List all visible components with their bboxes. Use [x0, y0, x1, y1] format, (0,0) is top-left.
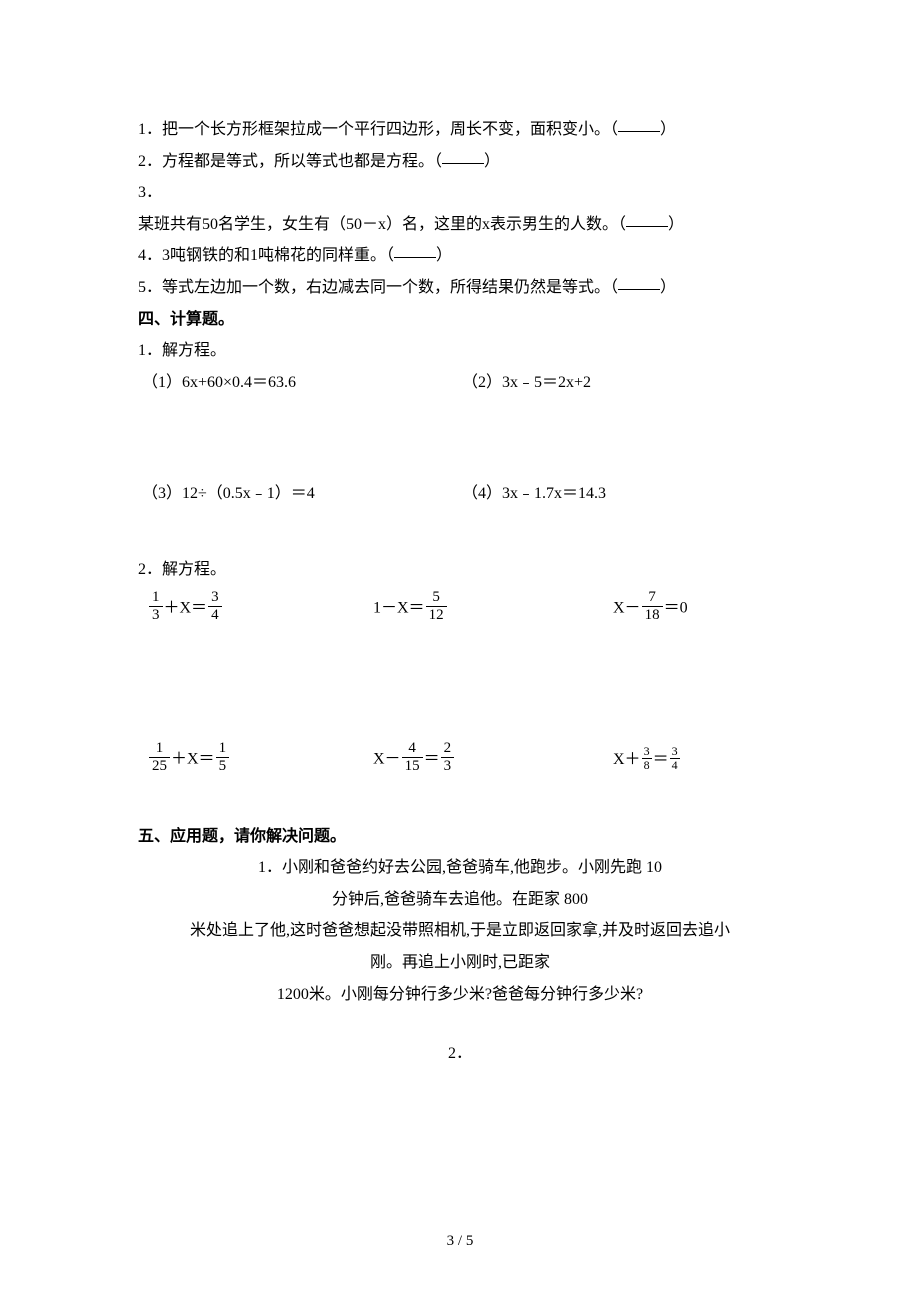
n: 3 — [670, 745, 680, 759]
d: 4 — [670, 759, 680, 772]
q2-text: 2．方程都是等式，所以等式也都是方程。（ — [138, 153, 442, 170]
sec5-l4: 刚。再追上小刚时,已距家 — [138, 948, 782, 978]
q1-blank[interactable] — [618, 118, 660, 132]
q5-text: 5．等式左边加一个数，右边减去同一个数，所得结果仍然是等式。（ — [138, 279, 618, 296]
gap-4 — [138, 778, 782, 822]
sec4-p1: 1．解方程。 — [138, 336, 782, 366]
q1-end: ） — [660, 121, 676, 138]
frac-2c-f2: 34 — [670, 745, 680, 772]
gap-2 — [138, 511, 782, 555]
q5-end: ） — [660, 279, 676, 296]
section-4-title: 四、计算题。 — [138, 305, 782, 335]
gap-1 — [138, 399, 782, 477]
frac-2a-f2: 15 — [216, 740, 230, 776]
q4-text: 4．3吨钢铁的和1吨棉花的同样重。（ — [138, 247, 394, 264]
frac-2c: X＋38＝34 — [613, 745, 782, 775]
sec5-l3: 米处追上了他,这时爸爸想起没带照相机,于是立即返回家拿,并及时返回去追小 — [138, 916, 782, 946]
judge-q3a: 3． — [138, 178, 782, 208]
frac-2a: 125＋X＝15 — [138, 742, 373, 778]
eq-1: （1）6x+60×0.4＝63.6 — [138, 368, 462, 398]
n: 5 — [426, 589, 447, 607]
judge-q2: 2．方程都是等式，所以等式也都是方程。（ ） — [138, 147, 782, 177]
d: 8 — [642, 759, 652, 772]
n: 3 — [208, 589, 222, 607]
frac-1a-f2: 34 — [208, 589, 222, 625]
post: ＝0 — [664, 599, 688, 616]
eq-2: （2）3x﹣5＝2x+2 — [462, 368, 782, 398]
frac-row-1: 13＋X＝34 1－X＝512 X－718＝0 — [138, 591, 782, 627]
frac-2c-f1: 38 — [642, 745, 652, 772]
n: 1 — [149, 740, 170, 758]
sec4-p2: 2．解方程。 — [138, 555, 782, 585]
judge-q4: 4．3吨钢铁的和1吨棉花的同样重。（ ） — [138, 241, 782, 271]
pre: X＋ — [613, 751, 641, 768]
d: 25 — [149, 758, 170, 775]
frac-2b-f2: 23 — [441, 740, 455, 776]
d: 3 — [149, 607, 163, 624]
q5-blank[interactable] — [618, 276, 660, 290]
judge-q3b: 某班共有50名学生，女生有（50－x）名，这里的x表示男生的人数。（ ） — [138, 210, 782, 240]
gap-3 — [138, 626, 782, 736]
gap-5 — [138, 1011, 782, 1039]
frac-1a-f1: 13 — [149, 589, 163, 625]
sec5-l2: 分钟后,爸爸骑车去追他。在距家 800 — [138, 885, 782, 915]
pre: X－ — [373, 750, 401, 767]
mid: ＝ — [653, 751, 669, 768]
frac-2a-f1: 125 — [149, 740, 170, 776]
d: 15 — [402, 758, 423, 775]
q2-blank[interactable] — [442, 149, 484, 163]
d: 12 — [426, 607, 447, 624]
n: 2 — [441, 740, 455, 758]
q3b-text: 某班共有50名学生，女生有（50－x）名，这里的x表示男生的人数。（ — [138, 216, 626, 233]
sec5-l1: 1．小刚和爸爸约好去公园,爸爸骑车,他跑步。小刚先跑 10 — [138, 853, 782, 883]
q3-text: 3． — [138, 184, 162, 201]
mid: ＋X＝ — [171, 750, 215, 767]
judge-q5: 5．等式左边加一个数，右边减去同一个数，所得结果仍然是等式。（ ） — [138, 273, 782, 303]
d: 18 — [642, 607, 663, 624]
pre: 1－X＝ — [373, 599, 425, 616]
page-footer: 3 / 5 — [0, 1228, 920, 1256]
frac-1a: 13＋X＝34 — [138, 591, 373, 627]
frac-2b-f1: 415 — [402, 740, 423, 776]
frac-1b-f1: 512 — [426, 589, 447, 625]
n: 1 — [216, 740, 230, 758]
d: 5 — [216, 758, 230, 775]
mid: ＋X＝ — [164, 599, 208, 616]
frac-1c: X－718＝0 — [613, 591, 782, 627]
q4-end: ） — [436, 247, 452, 264]
q4-blank[interactable] — [394, 244, 436, 258]
eq-3: （3）12÷（0.5x﹣1）＝4 — [138, 479, 462, 509]
frac-1c-f1: 718 — [642, 589, 663, 625]
frac-1b: 1－X＝512 — [373, 591, 613, 627]
eq-4: （4）3x﹣1.7x＝14.3 — [462, 479, 782, 509]
pre: X－ — [613, 599, 641, 616]
n: 7 — [642, 589, 663, 607]
q1-text: 1．把一个长方形框架拉成一个平行四边形，周长不变，面积变小。（ — [138, 121, 618, 138]
n: 1 — [149, 589, 163, 607]
q3-blank[interactable] — [626, 212, 668, 226]
sec5-l6: 2． — [138, 1039, 782, 1069]
frac-2b: X－415＝23 — [373, 742, 613, 778]
sec5-l5: 1200米。小刚每分钟行多少米?爸爸每分钟行多少米? — [138, 980, 782, 1010]
section-5-title: 五、应用题，请你解决问题。 — [138, 822, 782, 852]
d: 4 — [208, 607, 222, 624]
q2-end: ） — [484, 153, 500, 170]
eq-row-2: （3）12÷（0.5x﹣1）＝4 （4）3x﹣1.7x＝14.3 — [138, 479, 782, 509]
frac-row-2: 125＋X＝15 X－415＝23 X＋38＝34 — [138, 742, 782, 778]
mid: ＝ — [424, 750, 440, 767]
n: 3 — [642, 745, 652, 759]
eq-row-1: （1）6x+60×0.4＝63.6 （2）3x﹣5＝2x+2 — [138, 368, 782, 398]
judge-q1: 1．把一个长方形框架拉成一个平行四边形，周长不变，面积变小。（ ） — [138, 115, 782, 145]
n: 4 — [402, 740, 423, 758]
q3-end: ） — [668, 216, 684, 233]
d: 3 — [441, 758, 455, 775]
